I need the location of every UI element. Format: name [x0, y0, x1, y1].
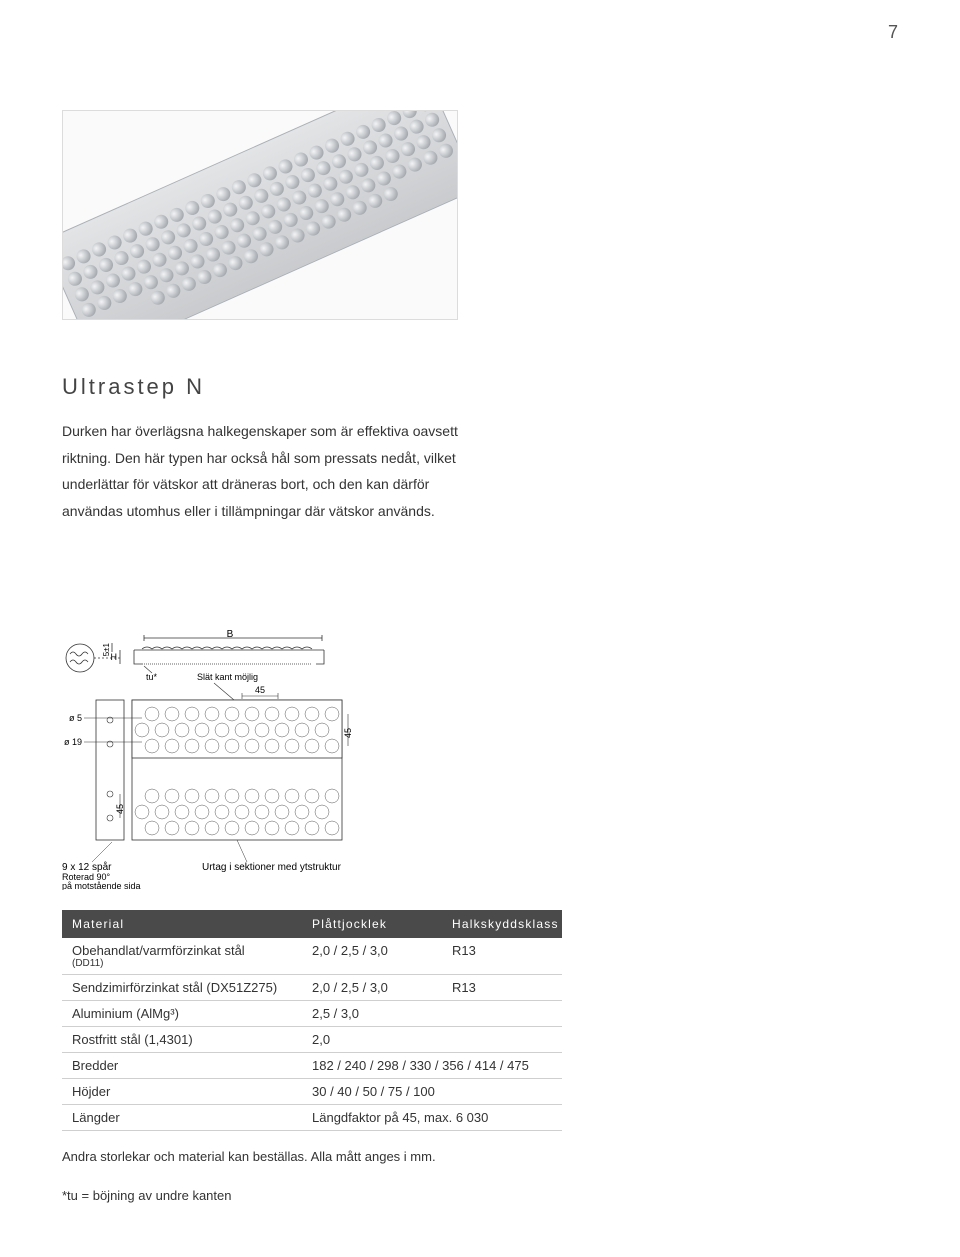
footnote-2: *tu = böjning av undre kanten — [62, 1184, 582, 1209]
cell: Bredder — [62, 1053, 302, 1079]
diag-label-slat: Slät kant möjlig — [197, 672, 258, 682]
table-row: Obehandlat/varmförzinkat stål (DD11) 2,0… — [62, 938, 562, 975]
cell: Sendzimirförzinkat stål (DX51Z275) — [62, 975, 302, 1001]
table-header: Material Plåttjocklek Halkskyddsklass — [62, 910, 562, 938]
cell: Rostfritt stål (1,4301) — [62, 1027, 302, 1053]
diagram-svg: B H 5±1 tu* Slät kant möjlig 45 — [62, 630, 422, 890]
diag-label-d19: ø 19 — [64, 737, 82, 747]
diag-label-45top: 45 — [255, 685, 265, 695]
cell: R13 — [442, 938, 562, 975]
cell: Obehandlat/varmförzinkat stål — [72, 943, 245, 958]
cell: 2,5 / 3,0 — [302, 1001, 442, 1027]
diag-label-5pm1: 5±1 — [102, 642, 111, 656]
cell — [442, 1001, 562, 1027]
spec-table: Material Plåttjocklek Halkskyddsklass Ob… — [62, 910, 562, 1131]
diag-label-45right: 45 — [343, 728, 353, 738]
diag-label-recess: Urtag i sektioner med ytstruktur — [202, 862, 342, 873]
grating-illustration — [62, 110, 458, 320]
cell: R13 — [442, 975, 562, 1001]
cell-sub: (DD11) — [72, 958, 292, 969]
diag-label-rot2: på motstående sida — [62, 881, 141, 890]
page-number: 7 — [888, 22, 898, 43]
diag-label-45left: 45 — [115, 804, 125, 814]
th-thickness: Plåttjocklek — [302, 910, 442, 938]
diag-label-tu: tu* — [146, 672, 158, 682]
cell: 2,0 / 2,5 / 3,0 — [302, 938, 442, 975]
content-block: Ultrastep N Durken har överlägsna halkeg… — [62, 374, 482, 524]
product-image — [62, 110, 458, 320]
diag-label-d5: ø 5 — [69, 713, 82, 723]
cell: 2,0 / 2,5 / 3,0 — [302, 975, 442, 1001]
product-body: Durken har överlägsna halkegenskaper som… — [62, 418, 482, 524]
table-row: Längder Längdfaktor på 45, max. 6 030 — [62, 1105, 562, 1131]
cell: Längder — [62, 1105, 302, 1131]
table-row: Bredder 182 / 240 / 298 / 330 / 356 / 41… — [62, 1053, 562, 1079]
product-title: Ultrastep N — [62, 374, 482, 400]
diag-label-H: H — [111, 652, 118, 662]
cell: 182 / 240 / 298 / 330 / 356 / 414 / 475 — [302, 1053, 562, 1079]
cell: 2,0 — [302, 1027, 442, 1053]
technical-diagram: B H 5±1 tu* Slät kant möjlig 45 — [62, 630, 482, 895]
table-row: Höjder 30 / 40 / 50 / 75 / 100 — [62, 1079, 562, 1105]
footnotes: Andra storlekar och material kan beställ… — [62, 1145, 582, 1208]
cell: Aluminium (AlMg³) — [62, 1001, 302, 1027]
th-material: Material — [62, 910, 302, 938]
cell: Längdfaktor på 45, max. 6 030 — [302, 1105, 562, 1131]
table-body: Obehandlat/varmförzinkat stål (DD11) 2,0… — [62, 938, 562, 1131]
table-row: Rostfritt stål (1,4301) 2,0 — [62, 1027, 562, 1053]
footnote-1: Andra storlekar och material kan beställ… — [62, 1145, 582, 1170]
cell — [442, 1027, 562, 1053]
th-slipclass: Halkskyddsklass — [442, 910, 569, 938]
table-row: Aluminium (AlMg³) 2,5 / 3,0 — [62, 1001, 562, 1027]
cell: 30 / 40 / 50 / 75 / 100 — [302, 1079, 562, 1105]
diag-label-B: B — [227, 630, 234, 640]
table-row: Sendzimirförzinkat stål (DX51Z275) 2,0 /… — [62, 975, 562, 1001]
cell: Höjder — [62, 1079, 302, 1105]
